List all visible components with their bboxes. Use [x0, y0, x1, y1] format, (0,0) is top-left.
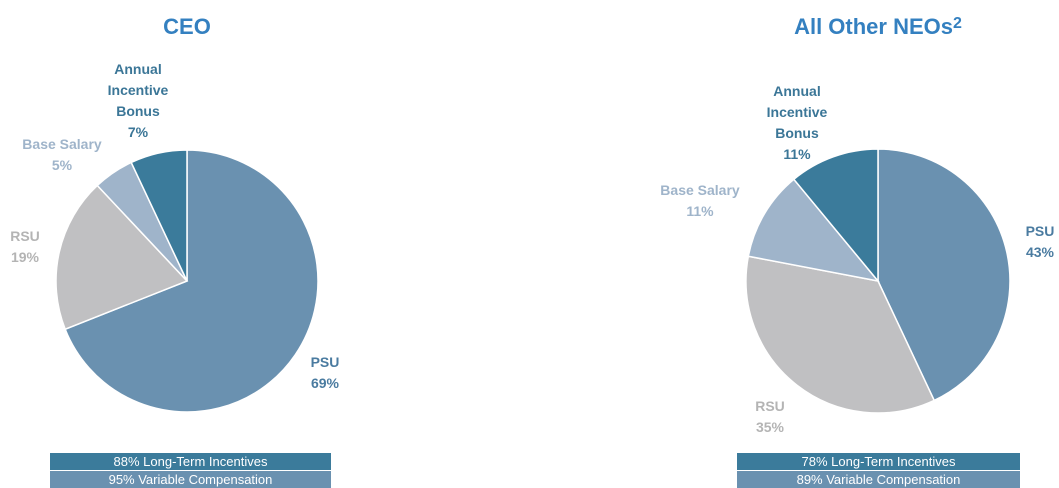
slice-label: Annual Incentive Bonus 11%	[752, 81, 842, 165]
summary-band: 88% Long-Term Incentives	[50, 453, 331, 470]
slice-label: Annual Incentive Bonus 7%	[93, 59, 183, 143]
summary-band: 89% Variable Compensation	[737, 470, 1020, 488]
value-label: 11%	[783, 146, 811, 162]
category-name: PSU	[310, 354, 340, 370]
value-label: 5%	[51, 157, 73, 173]
value-label: 69%	[310, 375, 340, 391]
category-name: Annual Incentive Bonus	[766, 83, 828, 141]
slice-label: RSU 19%	[0, 226, 85, 268]
pie-slice	[130, 149, 188, 282]
chart-title: All Other NEOs2	[728, 14, 1028, 40]
summary-band: 78% Long-Term Incentives	[737, 453, 1020, 470]
value-label: 43%	[1025, 244, 1055, 260]
category-name: Base Salary	[660, 182, 740, 198]
category-name: RSU	[10, 228, 40, 244]
slice-label: Base Salary 5%	[2, 134, 122, 176]
pie-slice	[64, 149, 319, 413]
pie-slice	[745, 255, 936, 414]
title-text: All Other NEOs	[794, 14, 953, 39]
value-label: 19%	[10, 249, 40, 265]
category-name: RSU	[755, 398, 785, 414]
value-label: 11%	[686, 203, 714, 219]
summary-band: 95% Variable Compensation	[50, 470, 331, 488]
pie-slice	[877, 148, 1011, 402]
slice-label: RSU 35%	[710, 396, 830, 438]
category-name: Annual Incentive Bonus	[107, 61, 169, 119]
value-label: 7%	[127, 124, 149, 140]
category-name: Base Salary	[22, 136, 102, 152]
pie-slice	[747, 178, 880, 283]
value-label: 35%	[755, 419, 785, 435]
title-text: CEO	[163, 14, 211, 39]
title-note: 2	[953, 15, 962, 32]
slice-label: PSU 43%	[980, 221, 1059, 263]
pie-slice	[792, 148, 879, 284]
slice-label: Base Salary 11%	[640, 180, 760, 222]
pie-slice	[55, 184, 189, 331]
chart-title: CEO	[37, 14, 337, 40]
category-name: PSU	[1025, 223, 1055, 239]
slice-label: PSU 69%	[265, 352, 385, 394]
